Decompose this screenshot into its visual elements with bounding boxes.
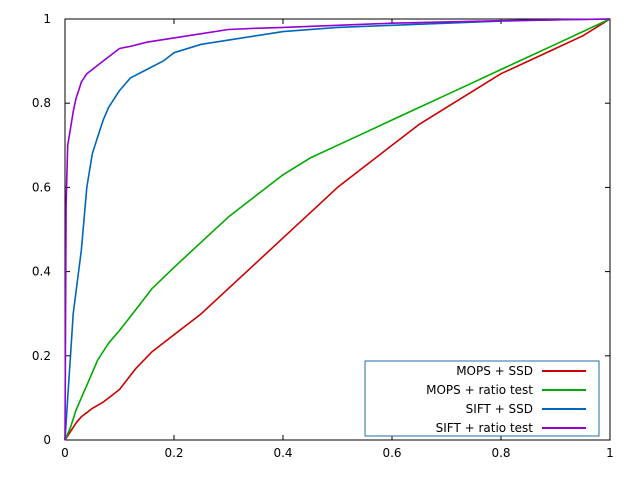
series-line-2 xyxy=(64,18,611,441)
x-tick-label: 1 xyxy=(606,446,614,460)
y-tick-label: 0.6 xyxy=(32,180,51,194)
y-tick-label: 0 xyxy=(43,433,51,447)
x-tick-label: 0.8 xyxy=(491,446,510,460)
y-tick-label: 0.8 xyxy=(32,96,51,110)
x-tick-label: 0.2 xyxy=(164,446,183,460)
y-tick-label: 0.2 xyxy=(32,349,51,363)
series-lines xyxy=(64,18,611,441)
legend-entries: MOPS + SSD MOPS + ratio test SIFT + SSD SIF… xyxy=(426,364,586,435)
axis-tick-labels: 0 0.2 0.4 0.6 0.8 1 0 0.2 0.4 0.6 0.8 1 xyxy=(32,12,614,460)
x-tick-label: 0.6 xyxy=(382,446,401,460)
legend: MOPS + SSD MOPS + ratio test SIFT + SSD SIF… xyxy=(364,360,600,437)
series-line-3 xyxy=(64,18,611,441)
legend-label-2: SIFT + SSD xyxy=(466,402,533,416)
series-line-1 xyxy=(64,18,611,441)
legend-label-1: MOPS + ratio test xyxy=(426,383,533,397)
legend-label-3: SIFT + ratio test xyxy=(436,421,534,435)
x-tick-label: 0.4 xyxy=(273,446,292,460)
legend-box xyxy=(364,360,600,437)
y-tick-label: 0.4 xyxy=(32,265,51,279)
legend-label-0: MOPS + SSD xyxy=(456,364,533,378)
x-tick-label: 0 xyxy=(61,446,69,460)
y-tick-label: 1 xyxy=(43,12,51,26)
series-line-0 xyxy=(64,18,611,441)
